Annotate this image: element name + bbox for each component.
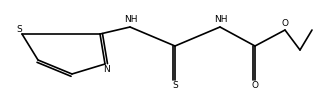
Text: O: O: [252, 82, 259, 91]
Text: N: N: [104, 66, 110, 75]
Text: NH: NH: [124, 15, 138, 23]
Text: S: S: [172, 82, 178, 91]
Text: O: O: [281, 18, 289, 28]
Text: S: S: [16, 24, 22, 33]
Text: NH: NH: [214, 15, 228, 23]
